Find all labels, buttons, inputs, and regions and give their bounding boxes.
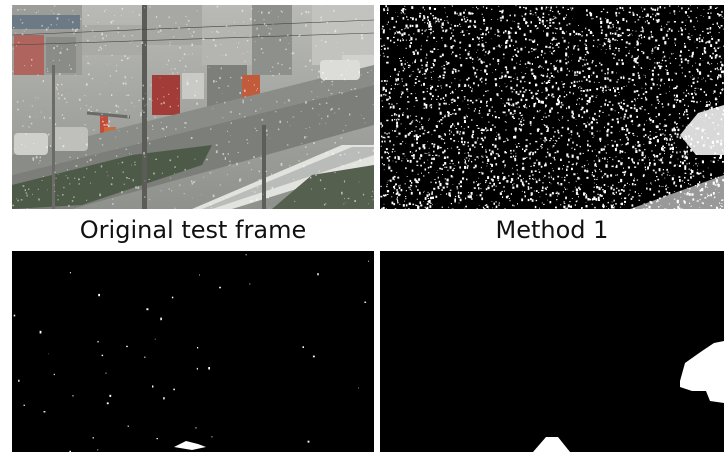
street-scene-photo (12, 5, 374, 209)
method-2-mask-image (12, 251, 374, 452)
original-test-frame-image (12, 5, 374, 209)
method-3-mask-image (380, 251, 724, 452)
original-test-frame-caption: Original test frame (79, 216, 307, 244)
method-1-noise-mask (380, 5, 724, 209)
method-1-mask-image (380, 5, 724, 209)
method-2-sparse-mask (12, 251, 374, 452)
method-3-blob-mask (380, 251, 724, 452)
method-1-caption: Method 1 (495, 216, 609, 244)
